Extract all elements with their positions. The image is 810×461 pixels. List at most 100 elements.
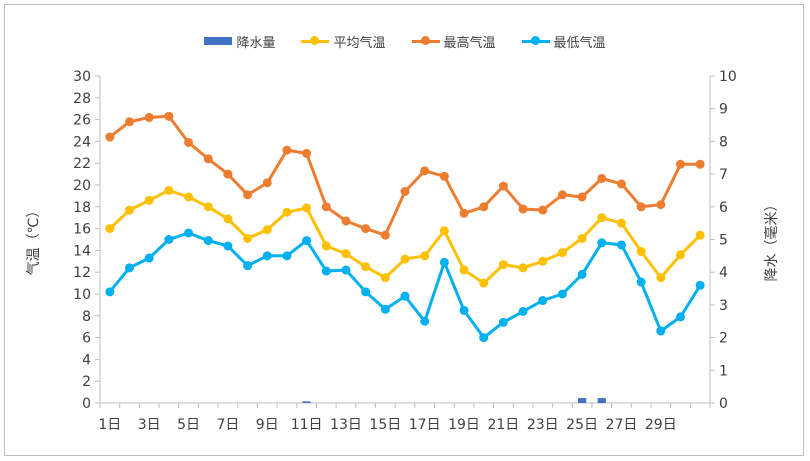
avg-temp-point-10日	[282, 207, 292, 217]
x-tick-label: 25日	[566, 417, 598, 433]
max-temp-point-16日	[400, 187, 410, 197]
min-temp-point-6日	[203, 236, 213, 246]
legend-item-min-temp: 最低气温	[521, 32, 606, 51]
min-temp-point-22日	[518, 306, 528, 316]
x-tick-label: 13日	[330, 417, 362, 433]
min-temp-point-8日	[243, 261, 253, 271]
max-temp-point-25日	[577, 192, 587, 202]
avg-temp-point-5日	[184, 192, 194, 202]
min-temp-point-31日	[695, 280, 705, 290]
legend-label-max-temp: 最高气温	[443, 35, 496, 51]
x-tick-label: 15日	[369, 417, 401, 433]
legend-swatch-min-temp	[521, 35, 550, 47]
avg-temp-point-7日	[223, 214, 233, 224]
max-temp-point-27日	[616, 179, 626, 189]
min-temp-point-19日	[459, 305, 469, 315]
x-tick-label: 21日	[487, 417, 519, 433]
avg-temp-point-4日	[164, 185, 174, 195]
max-temp-point-9日	[262, 178, 272, 188]
min-temp-point-15日	[380, 304, 390, 314]
y-left-tick-label: 26	[73, 113, 91, 129]
y-right-tick-label: 2	[719, 331, 728, 347]
avg-temp-point-17日	[420, 251, 430, 261]
y-right-tick-label: 3	[719, 298, 728, 314]
avg-temp-point-21日	[498, 260, 508, 270]
max-temp-point-4日	[164, 111, 174, 121]
legend-label-precipitation: 降水量	[236, 35, 276, 51]
legend-item-max-temp: 最高气温	[411, 32, 496, 51]
max-temp-point-15日	[380, 230, 390, 240]
x-tick-label: 7日	[216, 417, 239, 433]
y-left-tick-label: 0	[82, 396, 91, 412]
min-temp-point-7日	[223, 241, 233, 251]
x-tick-label: 23日	[527, 417, 559, 433]
max-temp-point-26日	[597, 173, 607, 183]
x-tick-label: 29日	[645, 417, 677, 433]
min-temp-point-27日	[616, 240, 626, 250]
min-temp-point-3日	[144, 253, 154, 263]
chart-frame	[4, 4, 804, 456]
min-temp-point-29日	[656, 326, 666, 336]
min-temp-point-23日	[538, 296, 548, 306]
max-temp-point-8日	[243, 190, 253, 200]
y-right-tick-label: 8	[719, 134, 728, 150]
legend-label-avg-temp: 平均气温	[333, 35, 386, 51]
y-right-tick-label: 0	[719, 396, 728, 412]
y-left-tick-label: 18	[73, 200, 91, 216]
y-left-tick-label: 6	[82, 331, 91, 347]
avg-temp-point-20日	[479, 278, 489, 288]
avg-temp-point-13日	[341, 249, 351, 259]
y-right-axis-title: 降水（毫米）	[763, 198, 780, 282]
avg-temp-point-15日	[380, 273, 390, 283]
avg-temp-point-28日	[636, 246, 646, 256]
legend-swatch-avg-temp	[301, 35, 330, 47]
y-left-tick-label: 24	[73, 134, 91, 150]
min-temp-point-20日	[479, 333, 489, 343]
max-temp-point-31日	[695, 159, 705, 169]
min-temp-point-4日	[164, 235, 174, 244]
max-temp-point-20日	[479, 202, 489, 212]
x-tick-label: 5日	[177, 417, 200, 433]
y-right-tick-label: 4	[719, 265, 728, 281]
avg-temp-point-8日	[243, 233, 253, 243]
y-left-tick-label: 22	[73, 156, 91, 172]
y-left-tick-label: 4	[82, 352, 91, 368]
max-temp-line	[108, 114, 702, 237]
min-temp-point-26日	[597, 238, 607, 248]
max-temp-point-14日	[361, 224, 371, 234]
avg-temp-point-27日	[616, 218, 626, 228]
x-tick-label: 11日	[291, 417, 323, 433]
avg-temp-point-9日	[262, 225, 272, 235]
max-temp-point-22日	[518, 204, 528, 214]
y-left-axis-title: 气温（℃）	[26, 204, 42, 276]
min-temp-point-2日	[125, 263, 135, 273]
avg-temp-point-11日	[302, 203, 312, 213]
y-left-tick-label: 30	[73, 69, 91, 85]
legend-label-min-temp: 最低气温	[553, 35, 606, 51]
avg-temp-point-1日	[105, 224, 115, 234]
avg-temp-point-22日	[518, 263, 528, 273]
x-tick-label: 19日	[448, 417, 480, 433]
legend-item-precipitation: 降水量	[204, 32, 275, 51]
avg-temp-point-19日	[459, 265, 469, 275]
min-temp-point-5日	[184, 228, 194, 238]
min-temp-point-28日	[636, 277, 646, 287]
min-temp-point-13日	[341, 265, 351, 275]
min-temp-point-17日	[420, 316, 430, 326]
y-left-tick-label: 8	[82, 309, 91, 325]
y-left-tick-label: 2	[82, 374, 91, 390]
max-temp-point-3日	[144, 112, 154, 122]
avg-temp-point-12日	[321, 241, 331, 251]
min-temp-line	[108, 231, 702, 340]
max-temp-point-13日	[341, 216, 351, 226]
avg-temp-point-2日	[125, 205, 135, 215]
x-tick-label: 17日	[409, 417, 441, 433]
y-right-tick-label: 10	[719, 69, 737, 85]
min-temp-point-14日	[361, 287, 371, 297]
min-temp-point-21日	[498, 317, 508, 327]
max-temp-point-6日	[203, 154, 213, 164]
x-tick-label: 27日	[606, 417, 638, 433]
min-temp-point-25日	[577, 269, 587, 279]
x-tick-label: 9日	[256, 417, 279, 433]
y-right-tick-label: 7	[719, 167, 728, 183]
